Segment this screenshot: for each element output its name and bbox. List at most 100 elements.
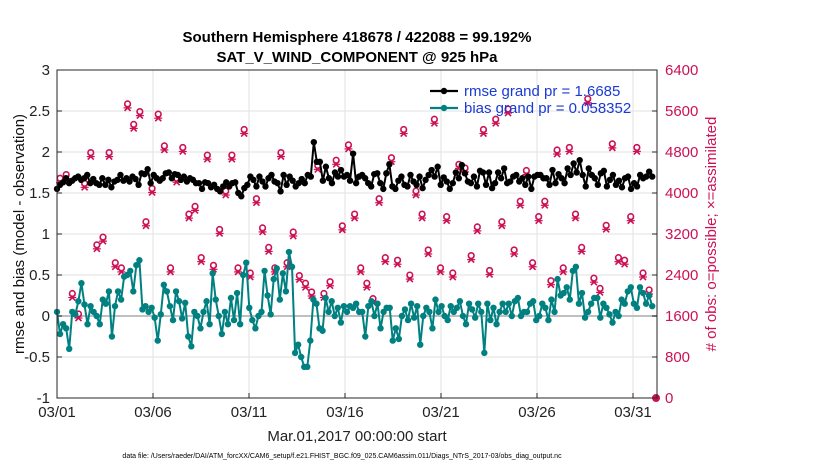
obs-possible-marker (522, 166, 531, 175)
rmse-point (446, 185, 453, 193)
rmse-point (289, 177, 296, 184)
obs-possible-marker (424, 246, 432, 254)
rmse-point (346, 177, 354, 184)
obs-possible-marker (535, 213, 543, 221)
y-tick-label: 3 (42, 62, 50, 79)
obs-possible-marker (179, 143, 187, 152)
rmse-point (216, 188, 224, 195)
right-y-tick-label: 4800 (665, 144, 698, 161)
obs-assimilated-marker (258, 228, 267, 236)
rmse-point (461, 170, 469, 177)
bias-point (340, 302, 348, 310)
rmse-point (582, 183, 589, 190)
bias-point (75, 298, 82, 305)
obs-possible-marker (633, 143, 641, 152)
rmse-point (482, 181, 490, 188)
rmse-point (256, 173, 263, 180)
bias-point (365, 302, 372, 310)
rmse-point (549, 166, 556, 174)
rmse-point (591, 175, 598, 182)
obs-assimilated-marker (546, 281, 555, 289)
bias-point (114, 288, 122, 295)
obs-possible-marker (504, 105, 512, 113)
bias-point (435, 308, 442, 316)
obs-possible-marker (68, 289, 76, 298)
rmse-point (437, 181, 444, 188)
obs-assimilated-marker (491, 119, 500, 127)
rmse-point (398, 173, 405, 180)
bias-point (133, 261, 140, 269)
obs-possible-marker (449, 269, 457, 277)
x-tick-label: 03/16 (326, 404, 364, 421)
bias-point (142, 302, 149, 310)
rmse-point (283, 181, 290, 188)
obs-assimilated-marker (467, 256, 476, 264)
bias-point (215, 312, 222, 320)
rmse-point (99, 175, 106, 182)
obs-assimilated-marker (553, 150, 562, 158)
obs-assimilated-marker (203, 155, 212, 163)
y-tick-label: 0.5 (29, 267, 50, 284)
bias-point (542, 304, 549, 311)
obs-possible-marker (596, 284, 604, 292)
obs-possible-marker (123, 100, 132, 108)
obs-possible-marker (467, 251, 475, 260)
bias-point (362, 333, 369, 340)
rmse-point (392, 185, 399, 193)
rmse-point (368, 183, 375, 190)
obs-assimilated-marker (129, 124, 138, 132)
right-y-axis-label: # of obs: o=possible; ×=assimilated (703, 117, 720, 352)
bias-point (606, 311, 613, 318)
bias-point (166, 302, 174, 310)
bias-point (484, 300, 491, 307)
obs-possible-marker (265, 243, 273, 251)
bias-point (389, 337, 396, 344)
obs-assimilated-marker (99, 237, 108, 245)
rmse-point (96, 181, 103, 188)
obs-assimilated-marker (105, 153, 114, 161)
bias-point (523, 308, 531, 316)
rmse-point (180, 173, 188, 180)
obs-assimilated-marker (632, 147, 641, 156)
obs-assimilated-marker (516, 201, 525, 209)
rmse-point (624, 173, 632, 180)
bias-point (209, 270, 216, 277)
obs-possible-marker (326, 278, 334, 286)
bias-point (368, 298, 375, 305)
obs-possible-marker (209, 261, 218, 269)
bias-point (572, 263, 580, 270)
bias-point (438, 302, 445, 310)
rmse-point (268, 171, 275, 179)
bias-point (322, 294, 329, 302)
bias-point (603, 304, 610, 311)
right-y-tick-label: 0 (665, 390, 673, 407)
rmse-point (497, 175, 505, 182)
obs-assimilated-marker (135, 112, 144, 120)
bias-point (478, 308, 485, 316)
rmse-point (609, 171, 617, 179)
obs-assimilated-marker (301, 283, 310, 291)
obs-possible-marker (565, 143, 573, 152)
rmse-point (470, 173, 478, 180)
bias-point (117, 296, 125, 303)
obs-assimilated-marker (350, 214, 359, 222)
bias-point (239, 271, 247, 279)
bias-point (87, 302, 94, 310)
obs-possible-marker (608, 140, 616, 148)
x-tick-label: 03/11 (231, 404, 267, 421)
rmse-point (141, 170, 148, 178)
bias-point (594, 294, 601, 302)
obs-assimilated-marker (424, 250, 433, 258)
obs-possible-marker (308, 288, 316, 296)
rmse-point (383, 170, 390, 177)
rmse-point (319, 177, 327, 184)
bias-point (185, 333, 192, 340)
obs-assimilated-marker (626, 217, 635, 225)
obs-possible-marker (185, 210, 193, 218)
y-tick-label: 2.5 (29, 103, 50, 120)
rmse-point (452, 169, 460, 176)
rmse-point (615, 177, 623, 184)
rmse-point (485, 169, 493, 176)
bias-point (514, 294, 522, 302)
rmse-point (135, 181, 142, 188)
